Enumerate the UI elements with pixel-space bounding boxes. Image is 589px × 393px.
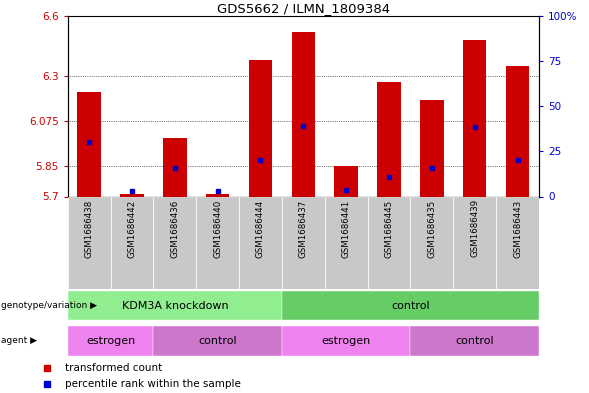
Text: GSM1686440: GSM1686440 — [213, 199, 222, 257]
Bar — [68, 196, 111, 289]
Text: transformed count: transformed count — [65, 363, 163, 373]
Bar — [411, 196, 454, 289]
Bar — [506, 66, 530, 196]
Text: GSM1686436: GSM1686436 — [170, 199, 179, 257]
Bar — [111, 196, 153, 289]
Bar — [496, 196, 539, 289]
Title: GDS5662 / ILMN_1809384: GDS5662 / ILMN_1809384 — [217, 2, 390, 15]
Bar — [120, 195, 144, 196]
Bar — [292, 32, 315, 196]
Text: GSM1686443: GSM1686443 — [513, 199, 522, 257]
Bar — [68, 326, 153, 356]
Bar — [68, 291, 282, 320]
Text: genotype/variation ▶: genotype/variation ▶ — [1, 301, 97, 310]
Text: percentile rank within the sample: percentile rank within the sample — [65, 379, 241, 389]
Bar — [463, 40, 487, 197]
Text: agent ▶: agent ▶ — [1, 336, 37, 345]
Text: GSM1686445: GSM1686445 — [385, 199, 393, 257]
Bar — [377, 82, 401, 196]
Bar — [420, 100, 444, 196]
Text: control: control — [198, 336, 237, 346]
Text: GSM1686437: GSM1686437 — [299, 199, 308, 257]
Bar — [239, 196, 282, 289]
Text: GSM1686435: GSM1686435 — [428, 199, 436, 257]
Bar — [282, 196, 325, 289]
Text: GSM1686442: GSM1686442 — [127, 199, 137, 257]
Text: estrogen: estrogen — [86, 336, 135, 346]
Bar — [163, 138, 187, 196]
Text: GSM1686439: GSM1686439 — [470, 199, 479, 257]
Bar — [206, 195, 230, 196]
Text: GSM1686441: GSM1686441 — [342, 199, 350, 257]
Bar — [325, 196, 368, 289]
Bar — [249, 60, 272, 196]
Bar — [411, 326, 539, 356]
Bar — [282, 326, 411, 356]
Bar — [368, 196, 411, 289]
Text: control: control — [455, 336, 494, 346]
Bar — [335, 166, 358, 196]
Text: estrogen: estrogen — [322, 336, 371, 346]
Text: KDM3A knockdown: KDM3A knockdown — [121, 301, 228, 310]
Bar — [153, 196, 196, 289]
Bar — [454, 196, 496, 289]
Bar — [282, 291, 539, 320]
Text: GSM1686438: GSM1686438 — [85, 199, 94, 257]
Text: control: control — [391, 301, 430, 310]
Bar — [196, 196, 239, 289]
Bar — [153, 326, 282, 356]
Bar — [77, 92, 101, 196]
Text: GSM1686444: GSM1686444 — [256, 199, 265, 257]
